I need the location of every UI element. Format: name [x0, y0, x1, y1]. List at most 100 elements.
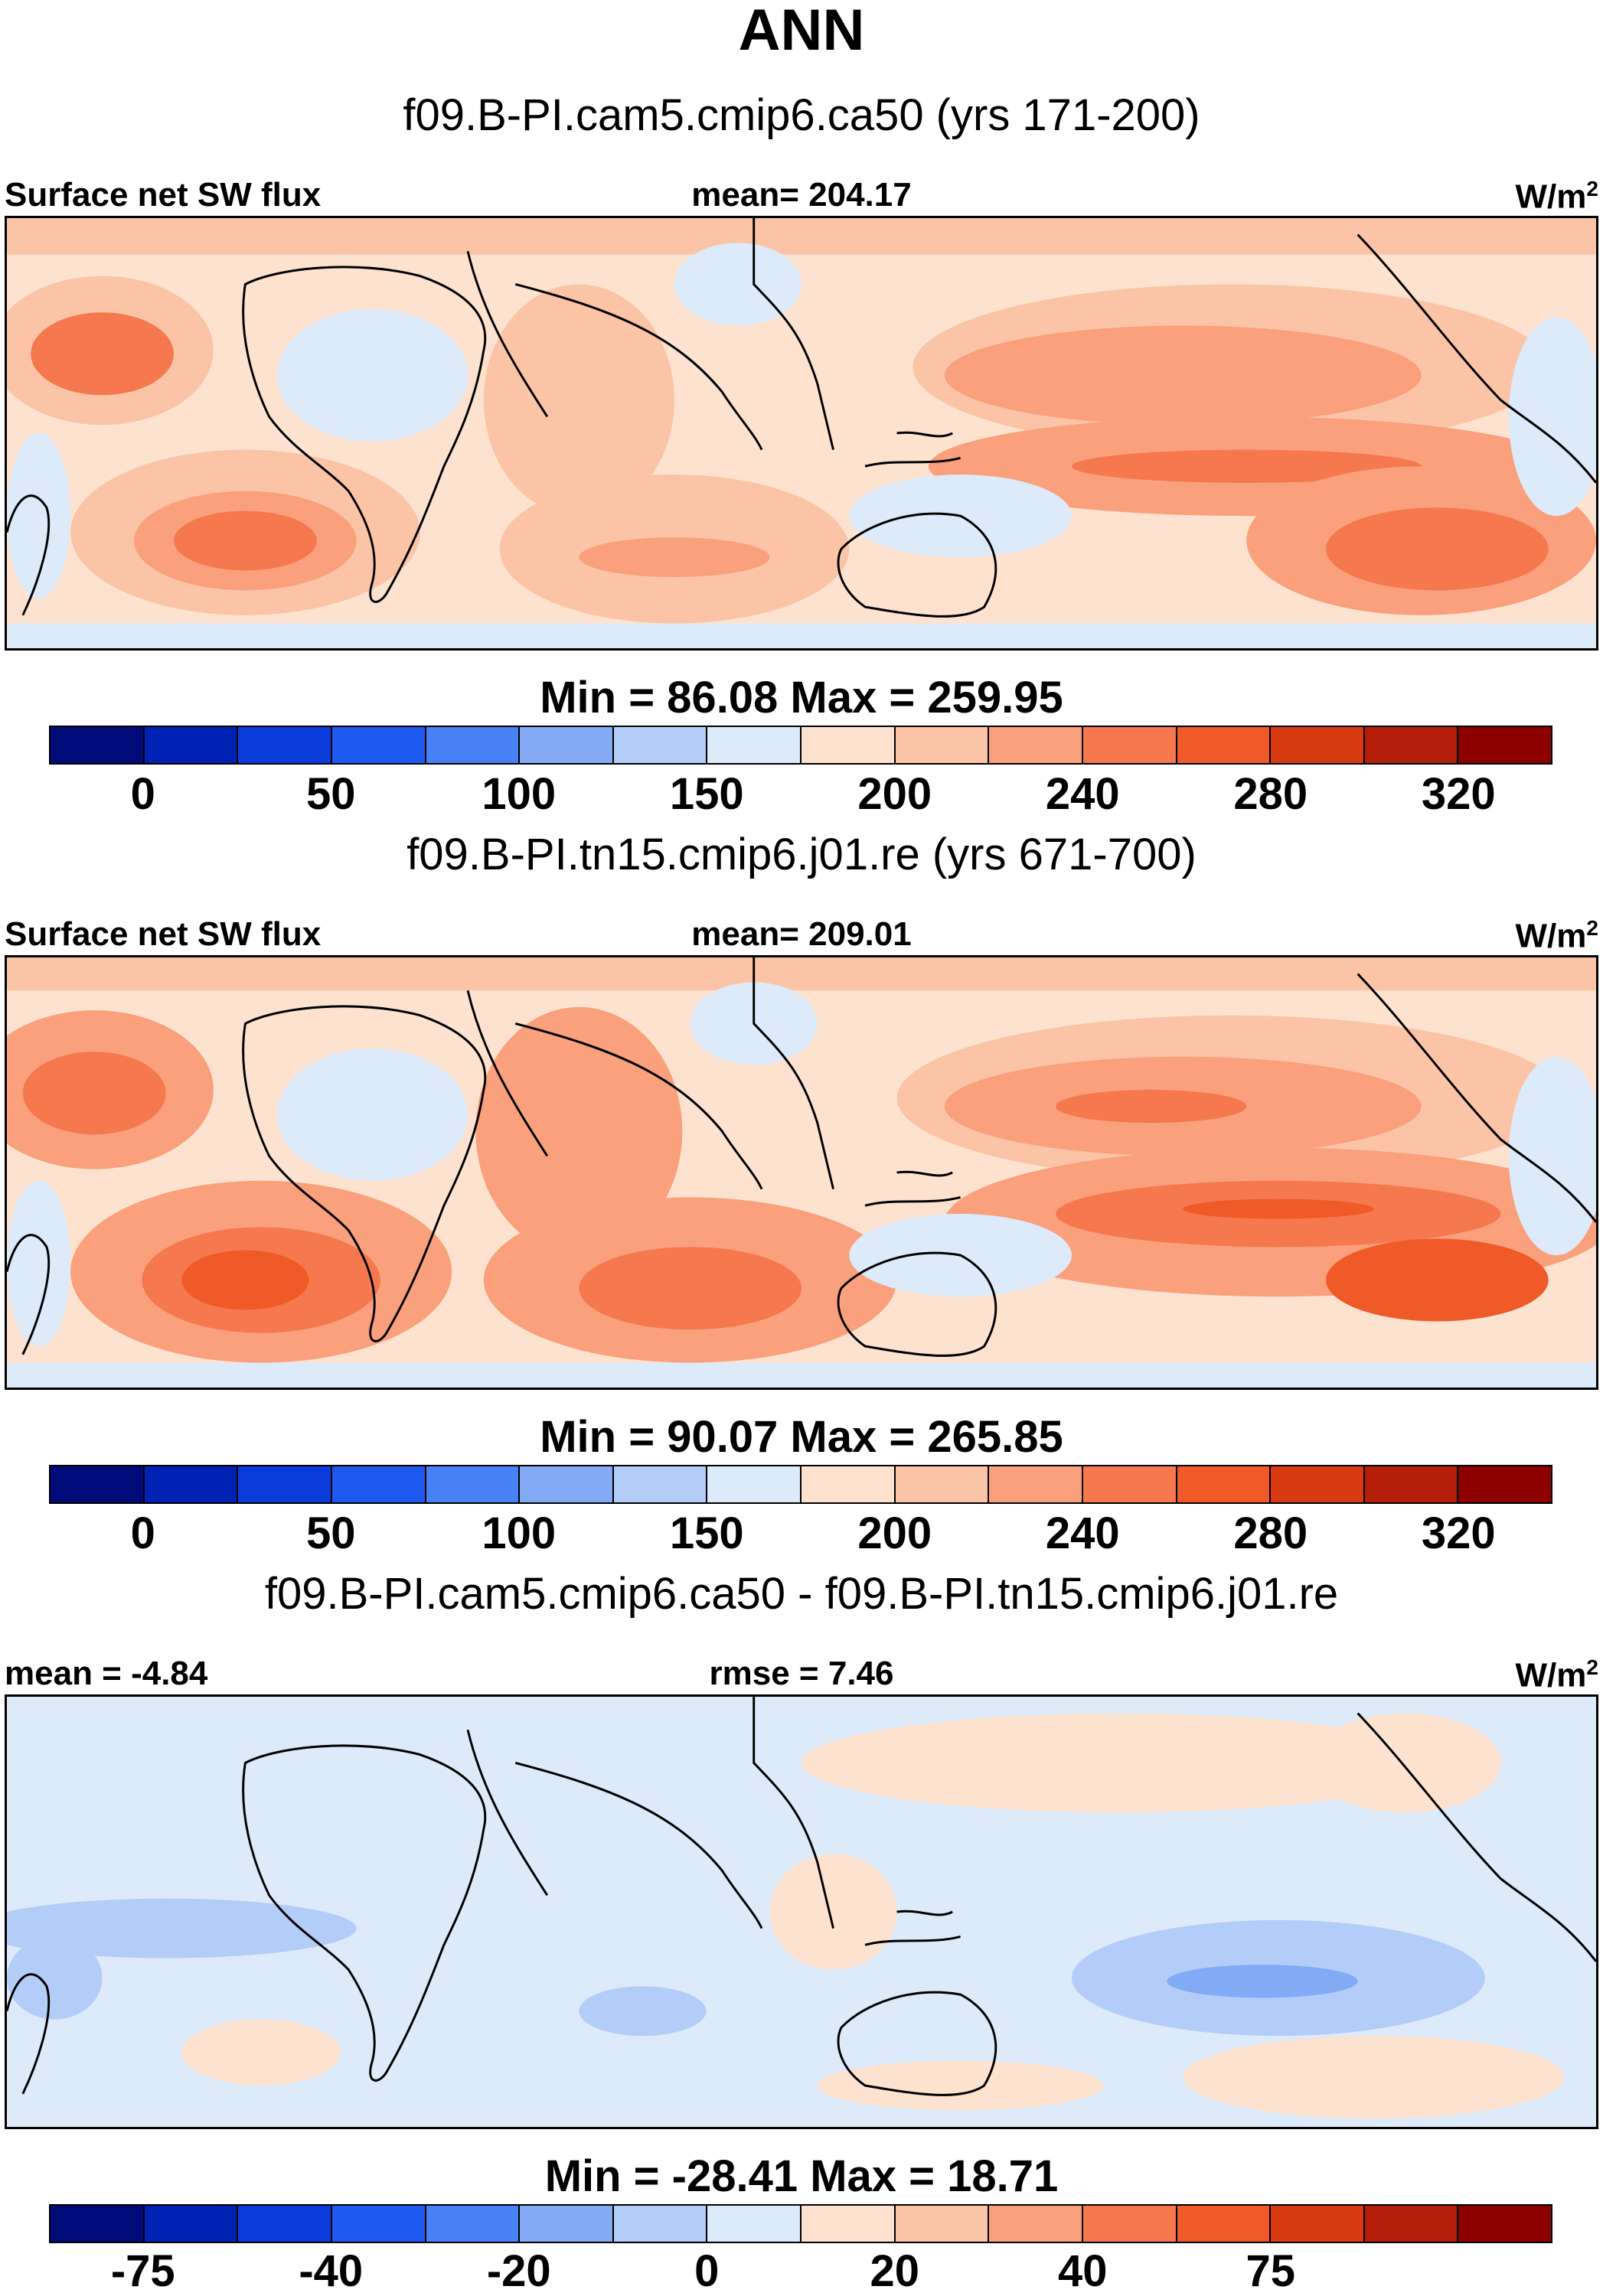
colorbar-segment	[1364, 727, 1459, 763]
colorbar-segment	[707, 727, 802, 763]
panel1-units-label: W/m2	[1516, 170, 1598, 217]
panel1-asia-coast	[466, 250, 763, 451]
panel3-islands-coast	[864, 1910, 961, 1946]
panel3-samerica-coast	[7, 1973, 51, 2095]
panel1-zone-asia-land	[674, 243, 802, 326]
panel3-zone-spac-pos	[1183, 2036, 1565, 2119]
colorbar-tick-label: -75	[110, 2246, 175, 2296]
panel2-variable-label: Surface net SW flux	[5, 915, 322, 953]
colorbar-segment	[520, 727, 614, 763]
panel1-zone-sind-core	[579, 537, 770, 578]
panel3-coastlines	[7, 1697, 1596, 2096]
colorbar-segment	[1177, 2206, 1272, 2242]
panel2-zone-africa-land	[276, 1048, 468, 1181]
colorbar-tick-label: -20	[486, 2246, 551, 2296]
panel2-zone-npac-core	[1056, 1089, 1247, 1124]
panel1-islands-coast	[864, 431, 961, 468]
colorbar-segment	[1082, 1466, 1177, 1502]
colorbar-segment	[51, 727, 145, 763]
panel1-australia-coast	[837, 512, 997, 618]
colorbar-segment	[144, 2206, 239, 2242]
panel1-map-svg	[7, 218, 1596, 648]
panel1-colorbar-ticks: 0 50 100 150 200 240 280 320	[49, 770, 1552, 819]
panel2-asia-coast	[466, 990, 763, 1190]
colorbar-segment	[802, 2206, 896, 2242]
colorbar-segment	[1271, 2206, 1365, 2242]
colorbar-tick-label: 0	[694, 2246, 720, 2296]
colorbar-segment	[1364, 1466, 1459, 1502]
colorbar-tick-label: 240	[1045, 1508, 1120, 1558]
colorbar-segment	[613, 727, 708, 763]
colorbar-tick-label: 75	[1246, 2246, 1296, 2296]
panel2-namerica-coast	[1357, 973, 1596, 1223]
main-title: ANN	[738, 0, 865, 63]
colorbar-segment	[520, 1466, 614, 1502]
colorbar-segment	[426, 2206, 521, 2242]
panel3-units-sup: 2	[1586, 1655, 1598, 1679]
colorbar-segment	[1271, 1466, 1365, 1502]
colorbar-segment	[1458, 727, 1551, 763]
panel2-map	[5, 955, 1598, 1390]
panel2-africa-coast	[242, 1005, 487, 1342]
colorbar-segment	[331, 2206, 426, 2242]
panel1-zone-south-band	[7, 623, 1596, 648]
panel2-islands-coast	[864, 1170, 961, 1207]
colorbar-tick-label: 40	[1057, 2246, 1108, 2296]
colorbar-tick-label: 320	[1421, 1508, 1496, 1558]
panel1-colorbar	[49, 726, 1552, 765]
panel3-rmse-label: rmse = 7.46	[709, 1655, 894, 1692]
panel2-zone-arab	[475, 1006, 683, 1256]
panel3-zone-eqpac-neg-core	[1167, 1965, 1358, 1998]
panel2-zone-spac-core	[1326, 1238, 1549, 1322]
panel1-zone-samerica	[7, 433, 71, 599]
colorbar-tick-label: 280	[1233, 1508, 1308, 1558]
panel1-mean-label: mean= 204.17	[691, 176, 912, 214]
colorbar-segment	[707, 1466, 802, 1502]
colorbar-tick-label: 320	[1421, 769, 1496, 819]
colorbar-tick-label: 150	[669, 1508, 744, 1558]
panel2-case-title: f09.B-PI.tn15.cmip6.j01.re (yrs 671-700)	[406, 830, 1197, 879]
panel2-minmax: Min = 90.07 Max = 265.85	[540, 1412, 1063, 1462]
panel3-units-text: W/m	[1515, 1656, 1587, 1694]
panel3-units-label: W/m2	[1516, 1649, 1598, 1695]
colorbar-segment	[51, 2206, 145, 2242]
colorbar-segment	[1177, 1466, 1272, 1502]
panel3-zone-ind-neg	[579, 1986, 707, 2037]
colorbar-segment	[238, 1466, 332, 1502]
colorbar-segment	[1458, 1466, 1551, 1502]
panel1-coastlines	[7, 218, 1596, 618]
panel3-zone-namer-pos	[1310, 1713, 1501, 1813]
panel1-zone-arab	[483, 284, 674, 517]
panel3-minmax: Min = -28.41 Max = 18.71	[544, 2151, 1059, 2201]
panel3-zone-aus-pos	[817, 2060, 1104, 2111]
panel2-samerica-coast	[7, 1234, 51, 1355]
colorbar-segment	[1271, 727, 1365, 763]
panel2-units-text: W/m	[1515, 917, 1587, 955]
colorbar-segment	[1364, 2206, 1459, 2242]
colorbar-tick-label: 20	[870, 2246, 920, 2296]
colorbar-tick-label: 280	[1233, 769, 1308, 819]
colorbar-segment	[1177, 727, 1272, 763]
panel2-australia-coast	[837, 1251, 997, 1357]
panel2-mean-label: mean= 209.01	[691, 915, 912, 953]
panel1-zone-eqpac-core	[1071, 449, 1422, 483]
panel2-coastlines	[7, 957, 1596, 1357]
panel1-zone-spac-core	[1326, 507, 1549, 591]
panel3-colorbar-ticks: -75 -40 -20 0 20 40 75	[49, 2247, 1552, 2296]
panel3-map-svg	[7, 1697, 1596, 2127]
colorbar-segment	[613, 2206, 708, 2242]
colorbar-tick-label: 240	[1045, 769, 1120, 819]
colorbar-tick-label: 50	[305, 1508, 356, 1558]
panel3-seasia-coast	[753, 1697, 834, 1929]
panel2-zone-americas	[1508, 1056, 1596, 1256]
panel3-zone-npac-pos	[802, 1713, 1438, 1813]
panel3-namerica-coast	[1357, 1712, 1596, 1962]
panel1-zone-americas	[1508, 317, 1596, 517]
colorbar-segment	[238, 727, 332, 763]
colorbar-segment	[426, 1466, 521, 1502]
colorbar-tick-label: 50	[305, 769, 356, 819]
panel2-zone-south-band	[7, 1362, 1596, 1388]
panel3-mean-label: mean = -4.84	[5, 1655, 208, 1692]
colorbar-segment	[426, 727, 521, 763]
panel1-zone-africa-land	[276, 308, 468, 442]
